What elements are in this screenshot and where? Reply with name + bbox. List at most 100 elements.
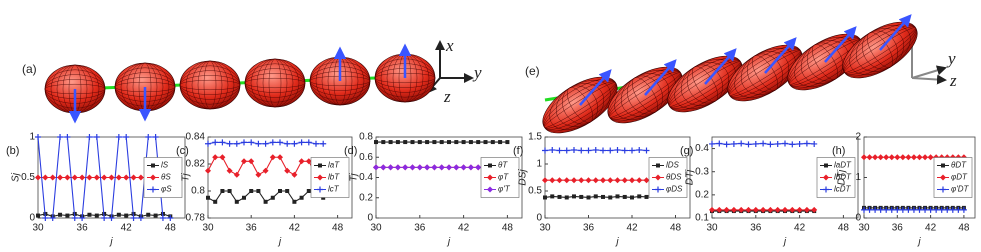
marker [205,167,211,174]
marker [291,171,298,178]
marker [94,213,99,218]
marker [723,206,730,213]
spin-arrow [644,59,677,96]
marker [490,140,495,145]
marker [145,134,152,140]
marker [116,212,121,217]
spin-arrow [764,37,797,74]
marker [938,206,945,213]
marker [262,140,269,147]
y-tick-label: 2 [855,132,861,143]
marker [782,140,788,147]
marker [108,215,115,221]
marker [226,167,233,174]
mesh-line [843,23,917,77]
spin-arrow [879,14,912,51]
marker [629,177,635,184]
marker [278,189,282,193]
marker [438,164,445,171]
marker [716,140,723,147]
marker [922,206,929,213]
marker [439,140,444,145]
y-axis-label: Sj [11,172,22,182]
legend-marker [824,163,828,168]
legend-marker [150,174,156,181]
marker [622,194,627,199]
x-axis-label: j [916,237,921,248]
marker [916,154,923,161]
marker [431,164,438,171]
marker [637,194,642,199]
axis-label: y [472,63,482,82]
marker [93,174,100,181]
marker [403,140,408,145]
x-tick-label: 48 [838,223,850,234]
marker [123,174,130,181]
marker [285,189,290,193]
marker [607,147,614,154]
marker [586,195,591,200]
marker [910,206,917,213]
x-tick-label: 36 [892,223,904,234]
marker [796,206,803,213]
marker [395,140,400,145]
legend-label: lcT [328,185,340,194]
marker [592,177,599,184]
marker [373,164,379,171]
marker [803,140,810,147]
marker [42,174,49,181]
marker [255,140,262,147]
marker [872,154,879,161]
x-tick-label: 42 [458,223,470,234]
marker [774,140,781,147]
marker [498,140,503,145]
legend-label: θT [498,161,508,170]
legend-marker [823,186,829,193]
marker [447,140,451,145]
marker [212,154,219,161]
marker [305,139,312,146]
marker [159,215,166,221]
marker [153,213,158,218]
spin-arrow [579,69,612,106]
marker [927,206,934,213]
marker [93,134,100,140]
marker [233,140,240,147]
marker [213,199,218,204]
marker [476,140,481,145]
marker [614,146,621,153]
y-tick-label: 0.78 [186,213,206,224]
marker [394,164,401,171]
marker [933,206,940,213]
axis-label: z [443,87,451,106]
marker [248,158,255,165]
marker [460,164,467,171]
marker [167,215,174,221]
marker [206,195,210,200]
marker [108,174,115,181]
legend-label: φT [498,173,509,182]
panel-label: (a) [22,62,37,76]
y-tick-label: 0.2 [359,192,373,203]
marker [883,154,890,161]
y-tick-label: 0.4 [695,143,709,154]
marker [866,154,873,161]
legend-marker [317,186,323,193]
legend-marker [940,174,946,181]
marker [453,164,460,171]
legend-label: φ'T [498,185,511,194]
ellipsoid-body [179,60,241,110]
marker [402,164,409,171]
marker [861,206,867,213]
marker [381,140,386,145]
marker [262,167,269,174]
y-tick-label: 0 [367,213,373,224]
marker [291,140,298,147]
marker [883,206,890,213]
marker [894,206,901,213]
legend-marker [823,174,829,181]
mesh-line [543,78,617,132]
marker [621,147,628,154]
marker [752,206,759,213]
marker [608,195,613,200]
